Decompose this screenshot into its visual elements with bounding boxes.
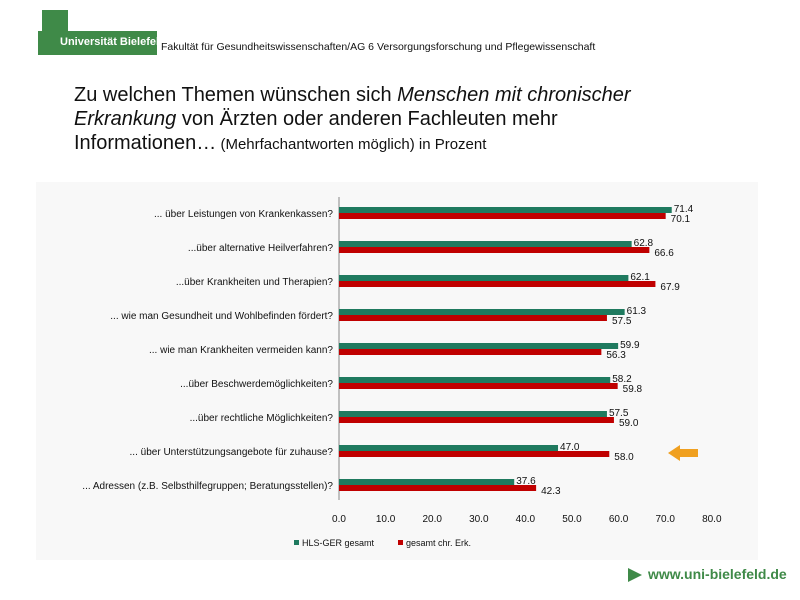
category-label: ... wie man Gesundheit und Wohlbefinden … (110, 311, 333, 322)
data-label: 37.6 (516, 476, 536, 487)
x-tick-label: 10.0 (376, 514, 396, 525)
highlight-arrow-icon (668, 445, 698, 461)
title-part-3: Informationen… (74, 132, 217, 154)
x-tick-label: 0.0 (332, 514, 346, 525)
data-label: 70.1 (671, 214, 691, 225)
data-label: 42.3 (541, 486, 561, 497)
footer-arrow-icon (628, 568, 642, 582)
x-tick-label: 60.0 (609, 514, 629, 525)
x-tick-label: 50.0 (562, 514, 582, 525)
bar-chronic (339, 383, 618, 389)
legend-label: HLS-GER gesamt (302, 538, 375, 548)
x-tick-label: 20.0 (422, 514, 442, 525)
category-label: ...über rechtliche Möglichkeiten? (190, 413, 334, 424)
bar-hls-ger (339, 445, 559, 451)
data-label: 59.9 (620, 340, 640, 351)
bar-chronic (339, 485, 537, 491)
faculty-subtitle: Fakultät für Gesundheitswissenschaften/A… (161, 41, 596, 53)
x-tick-label: 80.0 (702, 514, 722, 525)
data-label: 47.0 (560, 442, 580, 453)
data-label: 59.0 (619, 418, 639, 429)
bar-chronic (339, 417, 614, 423)
legend-swatch (398, 540, 403, 545)
bar-chronic (339, 451, 610, 457)
category-label: ...über Krankheiten und Therapien? (176, 277, 334, 288)
data-label: 56.3 (606, 350, 626, 361)
title-emphasis-1: Menschen mit chronischer (397, 84, 631, 106)
logo-mark (42, 10, 68, 31)
bar-chronic (339, 349, 602, 355)
category-label: ... über Unterstützungsangebote für zuha… (130, 447, 334, 458)
bar-hls-ger (339, 377, 611, 383)
data-label: 61.3 (627, 306, 647, 317)
legend-swatch (294, 540, 299, 545)
bar-hls-ger (339, 207, 672, 213)
bar-chronic (339, 213, 666, 219)
logo-text: Universität Bielefeld (60, 36, 166, 48)
bar-chronic (339, 315, 607, 321)
data-label: 57.5 (612, 316, 632, 327)
chart-panel: ... über Leistungen von Krankenkassen? 71… (36, 182, 758, 560)
university-logo: Universität Bielefeld (38, 5, 166, 55)
title-emphasis-2: Erkrankung (74, 108, 177, 130)
bar-hls-ger (339, 479, 515, 485)
data-label: 58.0 (614, 452, 634, 463)
data-label: 66.6 (654, 248, 674, 259)
data-label: 58.2 (612, 374, 632, 385)
title-subnote: (Mehrfachantworten möglich) in Prozent (216, 136, 487, 153)
bar-chronic (339, 247, 650, 253)
title-part-2: von Ärzten oder anderen Fachleuten mehr (176, 108, 558, 130)
logo-band (38, 31, 157, 55)
category-label: ...über alternative Heilverfahren? (188, 243, 334, 254)
bar-hls-ger (339, 275, 629, 281)
footer-url: www.uni-bielefeld.de (648, 566, 787, 582)
data-label: 71.4 (674, 204, 694, 215)
bar-hls-ger (339, 411, 607, 417)
category-label: ...über Beschwerdemöglichkeiten? (180, 379, 333, 390)
x-tick-label: 70.0 (655, 514, 675, 525)
bar-chart: ... über Leistungen von Krankenkassen? 71… (82, 197, 722, 548)
bar-hls-ger (339, 241, 632, 247)
legend-label: gesamt chr. Erk. (406, 538, 471, 548)
data-label: 67.9 (660, 282, 680, 293)
data-label: 59.8 (623, 384, 643, 395)
bar-hls-ger (339, 343, 619, 349)
slide-title: Zu welchen Themen wünschen sich Menschen… (74, 83, 774, 157)
category-label: ... über Leistungen von Krankenkassen? (154, 209, 333, 220)
category-label: ... wie man Krankheiten vermeiden kann? (149, 345, 333, 356)
title-part-1: Zu welchen Themen wünschen sich (74, 84, 398, 106)
x-tick-label: 30.0 (469, 514, 489, 525)
category-label: ... Adressen (z.B. Selbsthilfegruppen; B… (82, 481, 333, 492)
data-label: 57.5 (609, 408, 629, 419)
bar-chronic (339, 281, 656, 287)
data-label: 62.1 (630, 272, 650, 283)
data-label: 62.8 (634, 238, 654, 249)
x-tick-label: 40.0 (516, 514, 536, 525)
bar-hls-ger (339, 309, 625, 315)
